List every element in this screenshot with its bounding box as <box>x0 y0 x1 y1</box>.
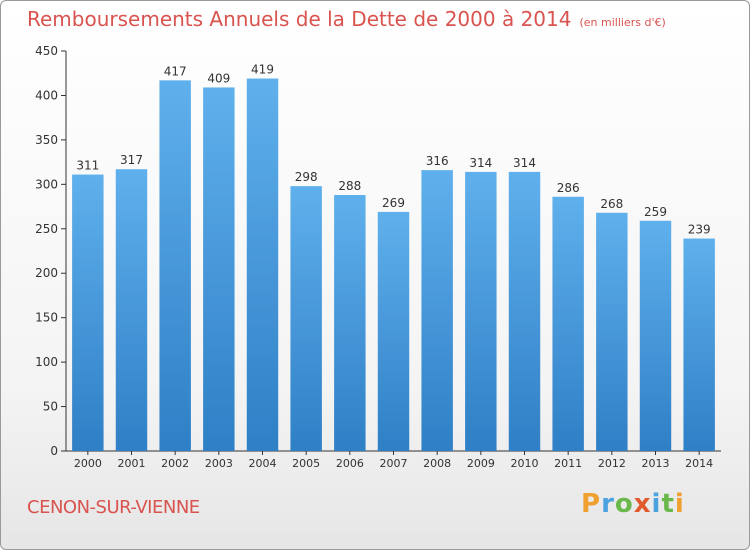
x-tick-label: 2004 <box>249 457 277 470</box>
logo-letter: r <box>601 489 615 519</box>
data-label: 239 <box>688 223 711 237</box>
x-tick-label: 2001 <box>118 457 146 470</box>
x-tick-label: 2000 <box>74 457 102 470</box>
logo-letter: o <box>614 489 634 519</box>
bar-2007 <box>377 211 410 451</box>
y-tick-label: 300 <box>35 177 58 191</box>
logo-letter: P <box>581 489 602 519</box>
bar-2000 <box>72 174 104 452</box>
x-tick-label: 2008 <box>423 457 451 470</box>
x-tick-label: 2005 <box>292 457 320 470</box>
chart-title: Remboursements Annuels de la Dette de 20… <box>27 7 666 31</box>
bar-2002 <box>159 80 191 451</box>
bars <box>72 78 715 452</box>
bar-2006 <box>334 195 366 451</box>
y-tick-label: 400 <box>35 88 58 102</box>
data-labels: 311 317 417 409 419 298 288 269 316 314 314 286 268 2… <box>76 63 710 237</box>
x-tick-label: 2014 <box>685 457 713 470</box>
logo-letter: i <box>674 489 685 519</box>
data-label: 314 <box>513 156 536 170</box>
x-tick-label: 2002 <box>161 457 189 470</box>
data-label: 409 <box>207 71 230 85</box>
data-label: 419 <box>251 63 274 77</box>
bar-2008 <box>421 170 453 451</box>
axes: 0 50 100 150 200 250 300 350 400 450 2000 2001 2002 2… <box>35 44 721 470</box>
y-tick-label: 250 <box>35 222 58 236</box>
data-label: 269 <box>382 196 405 210</box>
bar-2010 <box>508 171 541 451</box>
y-tick-label: 200 <box>35 266 58 280</box>
y-tick-label: 50 <box>43 400 58 414</box>
data-label: 316 <box>426 154 449 168</box>
bar-2003 <box>203 87 235 451</box>
bar-2005 <box>290 186 322 451</box>
bar-2009 <box>465 171 497 451</box>
bar-2012 <box>596 212 628 451</box>
bar-2013 <box>639 220 672 451</box>
data-label: 288 <box>338 179 361 193</box>
proxiti-logo[interactable]: Proxiti <box>581 489 685 519</box>
data-label: 317 <box>120 153 143 167</box>
chart-title-text: Remboursements Annuels de la Dette de 20… <box>27 7 572 31</box>
logo-letter: i <box>651 489 662 519</box>
y-tick-label: 0 <box>50 444 58 458</box>
location-name: CENON-SUR-VIENNE <box>27 497 200 518</box>
bar-2004 <box>246 78 279 452</box>
bar-chart: 0 50 100 150 200 250 300 350 400 450 2000 2001 2002 2… <box>35 44 721 470</box>
x-tick-label: 2007 <box>380 457 408 470</box>
x-tick-label: 2010 <box>511 457 539 470</box>
x-tick-label: 2009 <box>467 457 495 470</box>
y-tick-label: 100 <box>35 355 58 369</box>
y-tick-label: 150 <box>35 311 58 325</box>
bar-2001 <box>115 169 148 451</box>
x-tick-label: 2011 <box>554 457 582 470</box>
logo-letter: x <box>633 489 652 519</box>
x-tick-label: 2013 <box>642 457 670 470</box>
data-label: 314 <box>469 156 492 170</box>
x-tick-label: 2006 <box>336 457 364 470</box>
x-tick-label: 2003 <box>205 457 233 470</box>
data-label: 298 <box>295 170 318 184</box>
bar-2011 <box>552 196 584 451</box>
data-label: 259 <box>644 205 667 219</box>
bar-2014 <box>683 238 715 451</box>
data-label: 286 <box>557 181 580 195</box>
x-tick-label: 2012 <box>598 457 626 470</box>
data-label: 268 <box>600 197 623 211</box>
data-label: 417 <box>164 64 187 78</box>
y-tick-label: 350 <box>35 133 58 147</box>
data-label: 311 <box>76 159 99 173</box>
unit-note: (en milliers d'€) <box>579 16 666 29</box>
y-tick-label: 450 <box>35 44 58 58</box>
logo-letter: t <box>661 489 675 519</box>
